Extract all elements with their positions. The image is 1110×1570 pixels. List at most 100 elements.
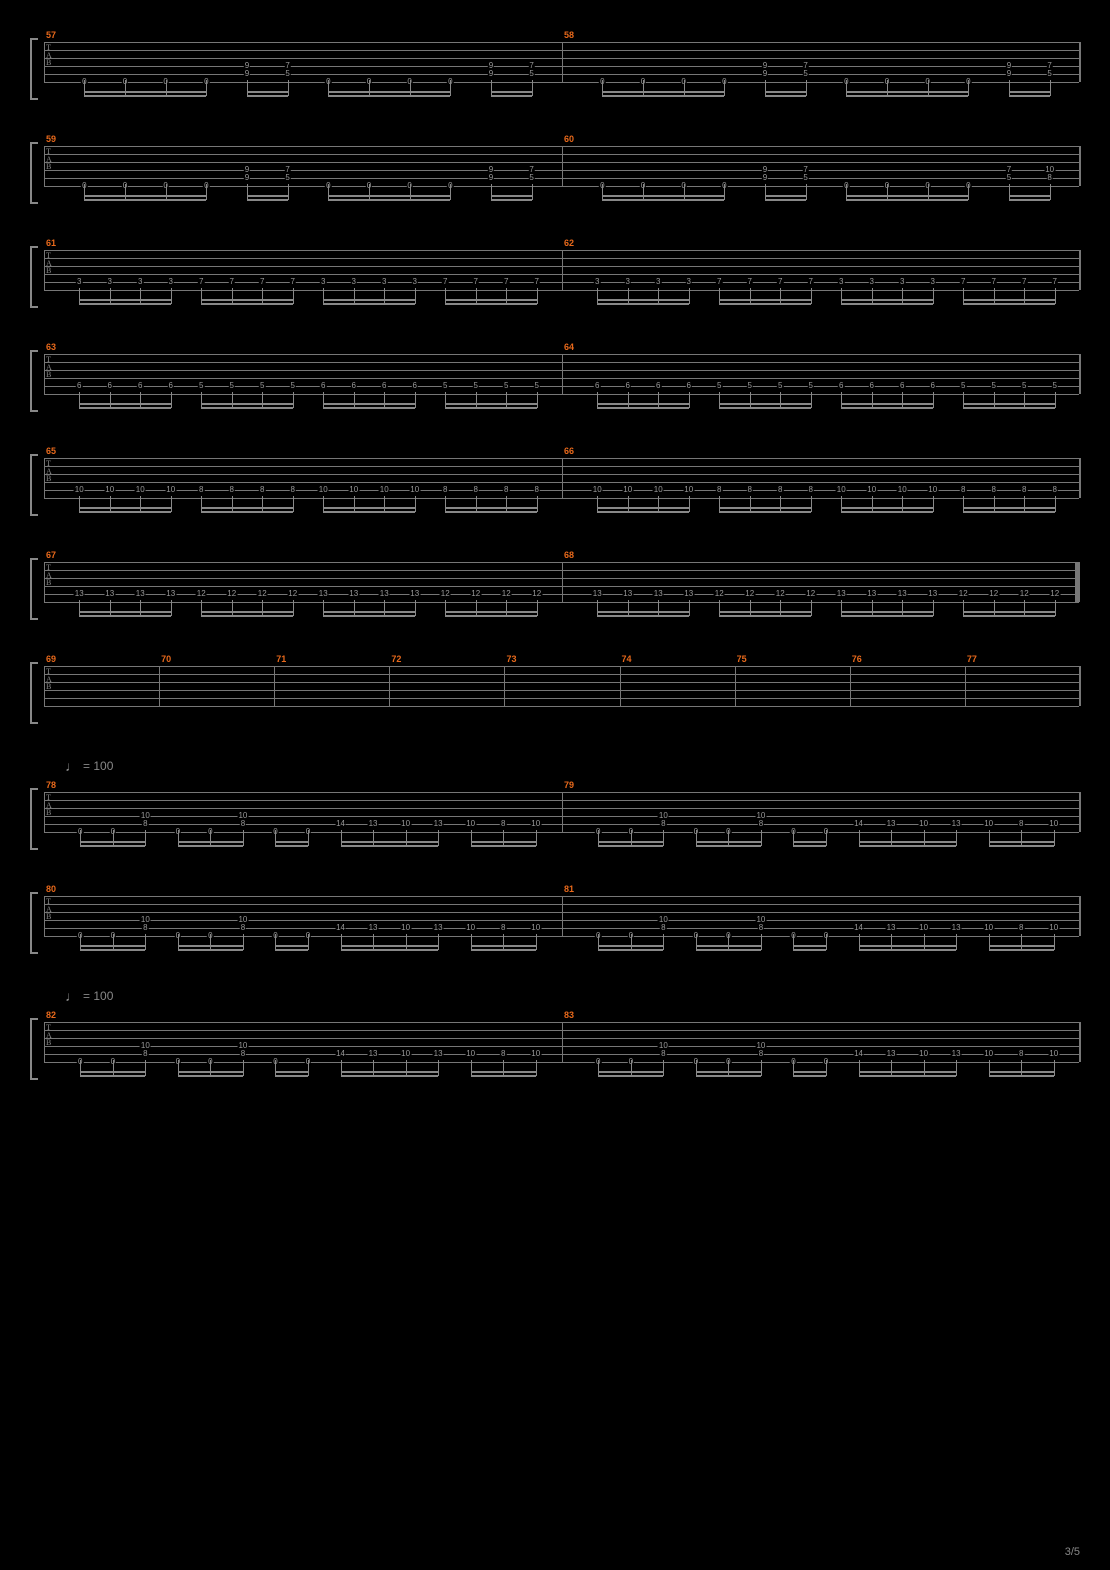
measure-number: 67 — [46, 550, 56, 560]
final-barline — [1075, 562, 1079, 602]
fret-number: 6 — [838, 382, 844, 390]
fret-number: 14 — [335, 1050, 346, 1058]
fret-number: 10 — [379, 486, 390, 494]
barline — [562, 562, 563, 602]
fret-number: 7 — [1021, 278, 1027, 286]
fret-number: 10 — [983, 820, 994, 828]
fret-number: 13 — [74, 590, 85, 598]
fret-number: 6 — [168, 382, 174, 390]
fret-number: 8 — [500, 924, 506, 932]
fret-number: 13 — [368, 924, 379, 932]
fret-number: 3 — [930, 278, 936, 286]
fret-number: 6 — [625, 382, 631, 390]
system-bracket — [30, 662, 38, 724]
fret-number: 5 — [534, 382, 540, 390]
fret-number: 10 — [918, 924, 929, 932]
fret-number: 12 — [744, 590, 755, 598]
fret-number: 10 — [530, 820, 541, 828]
fret-number: 8 — [500, 1050, 506, 1058]
fret-number: 8 — [960, 486, 966, 494]
fret-number: 8 — [660, 820, 666, 828]
fret-number: 7 — [259, 278, 265, 286]
fret-number: 13 — [951, 1050, 962, 1058]
barline — [562, 1022, 563, 1062]
system-bracket — [30, 38, 38, 100]
tab-clef: TAB — [46, 1024, 52, 1047]
tab-clef: TAB — [46, 148, 52, 171]
fret-number: 3 — [107, 278, 113, 286]
fret-number: 7 — [229, 278, 235, 286]
fret-number: 12 — [440, 590, 451, 598]
beam-layer — [44, 288, 1080, 312]
fret-number: 8 — [198, 486, 204, 494]
fret-number: 10 — [983, 924, 994, 932]
fret-number: 13 — [866, 590, 877, 598]
fret-number: 13 — [653, 590, 664, 598]
barline — [1080, 666, 1081, 706]
fret-number: 5 — [528, 174, 534, 182]
tab-system: 6162TAB33337777333377773333777733337777 — [30, 238, 1080, 312]
fret-number: 9 — [488, 70, 494, 78]
fret-number: 3 — [320, 278, 326, 286]
fret-number: 7 — [534, 278, 540, 286]
beam-layer — [44, 80, 1080, 104]
fret-number: 5 — [1052, 382, 1058, 390]
tab-staff: TAB0010800108001413101310810001080010800… — [44, 792, 1080, 832]
tab-staff: TAB1010101088881010101088881010101088881… — [44, 458, 1080, 498]
tab-system: 697071727374757677TAB — [30, 654, 1080, 728]
fret-number: 8 — [758, 820, 764, 828]
fret-number: 6 — [930, 382, 936, 390]
fret-number: 10 — [1048, 820, 1059, 828]
tab-clef: TAB — [46, 356, 52, 379]
fret-number: 9 — [762, 70, 768, 78]
barline — [562, 792, 563, 832]
beam-layer — [44, 830, 1080, 854]
fret-number: 10 — [653, 486, 664, 494]
fret-number: 13 — [886, 924, 897, 932]
fret-number: 12 — [501, 590, 512, 598]
fret-number: 8 — [1018, 924, 1024, 932]
fret-number: 12 — [1019, 590, 1030, 598]
fret-number: 5 — [716, 382, 722, 390]
fret-number: 12 — [196, 590, 207, 598]
fret-number: 12 — [1049, 590, 1060, 598]
fret-number: 7 — [716, 278, 722, 286]
fret-number: 3 — [137, 278, 143, 286]
fret-number: 5 — [960, 382, 966, 390]
fret-number: 9 — [244, 174, 250, 182]
fret-number: 10 — [104, 486, 115, 494]
measure-number: 78 — [46, 780, 56, 790]
tab-staff: TAB000099750000997500009975000075108 — [44, 146, 1080, 186]
fret-number: 13 — [433, 820, 444, 828]
fret-number: 5 — [1006, 174, 1012, 182]
fret-number: 6 — [351, 382, 357, 390]
fret-number: 13 — [409, 590, 420, 598]
tab-system: 6364TAB66665555666655556666555566665555 — [30, 342, 1080, 416]
fret-number: 10 — [465, 1050, 476, 1058]
fret-number: 10 — [918, 1050, 929, 1058]
fret-number: 3 — [869, 278, 875, 286]
fret-number: 8 — [716, 486, 722, 494]
fret-number: 7 — [991, 278, 997, 286]
fret-number: 8 — [142, 820, 148, 828]
fret-number: 14 — [853, 820, 864, 828]
fret-number: 7 — [808, 278, 814, 286]
fret-number: 10 — [348, 486, 359, 494]
fret-number: 10 — [683, 486, 694, 494]
tab-clef: TAB — [46, 668, 52, 691]
barline — [965, 666, 966, 706]
beam-layer — [44, 184, 1080, 208]
fret-number: 10 — [1048, 924, 1059, 932]
tab-system: 5758TAB00009975000099750000997500009975 — [30, 30, 1080, 104]
fret-number: 13 — [348, 590, 359, 598]
tab-staff: TAB66665555666655556666555566665555 — [44, 354, 1080, 394]
tab-system: 8081TAB001080010800141310131081000108001… — [30, 884, 1080, 958]
fret-number: 6 — [594, 382, 600, 390]
measure-number: 63 — [46, 342, 56, 352]
fret-number: 8 — [1046, 174, 1052, 182]
fret-number: 3 — [838, 278, 844, 286]
fret-number: 8 — [240, 924, 246, 932]
fret-number: 3 — [351, 278, 357, 286]
fret-number: 7 — [960, 278, 966, 286]
fret-number: 13 — [927, 590, 938, 598]
